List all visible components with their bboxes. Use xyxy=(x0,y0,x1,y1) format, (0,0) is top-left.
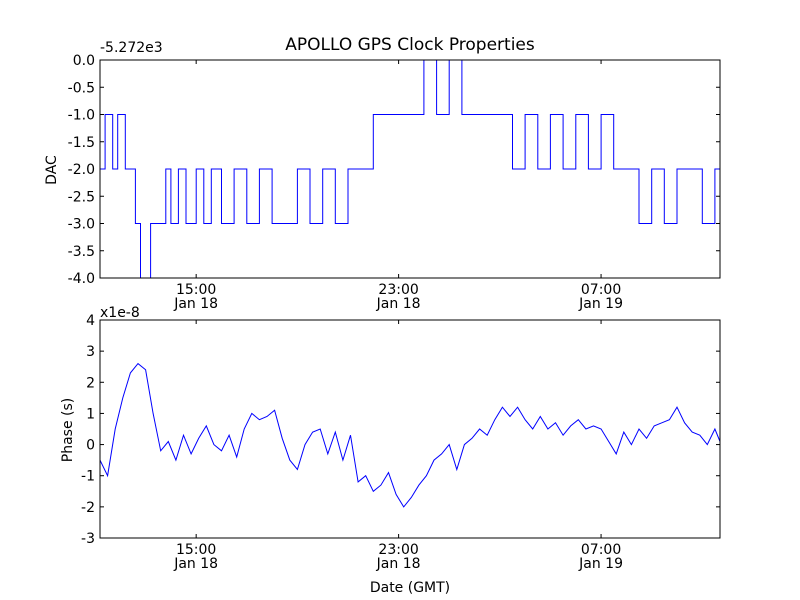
dac-offset-text: -5.272e3 xyxy=(100,40,163,56)
dac-panel: -5.272e3 DAC 0.0 -0.5 -1.0 -1.5 -2.0 -2.5 -3.0… xyxy=(44,40,721,312)
dac-y-tick-label: -1.0 xyxy=(68,108,95,124)
dac-y-tick-label: -2.0 xyxy=(68,162,95,178)
phase-plot-frame xyxy=(99,319,721,539)
dac-y-tick-label: -3.0 xyxy=(68,217,95,233)
phase-x-tick-time: 15:00 xyxy=(176,542,216,558)
phase-y-tick-label: -3 xyxy=(81,531,95,547)
phase-series-line xyxy=(99,362,721,508)
phase-x-tick-date: Jan 18 xyxy=(173,556,218,572)
phase-y-axis-label: Phase (s) xyxy=(60,398,76,462)
dac-series-line xyxy=(100,59,720,279)
dac-y-tick-label: 0.0 xyxy=(73,53,95,69)
chart-title: APOLLO GPS Clock Properties xyxy=(285,35,535,55)
dac-x-tick-date: Jan 19 xyxy=(578,296,623,312)
dac-y-axis-label: DAC xyxy=(44,155,60,185)
phase-y-tick-label: -1 xyxy=(81,469,95,485)
phase-y-tick-label: 3 xyxy=(86,344,95,360)
dac-y-tick-label: -3.5 xyxy=(68,244,95,260)
phase-x-tick-time: 07:00 xyxy=(581,542,621,558)
dac-y-tick-label: -0.5 xyxy=(68,80,95,96)
phase-y-tick-label: -2 xyxy=(81,500,95,516)
phase-x-tick-date: Jan 18 xyxy=(376,556,421,572)
dac-y-tick-label: -1.5 xyxy=(68,135,95,151)
dac-x-tick-time: 15:00 xyxy=(176,282,216,298)
x-axis-label: Date (GMT) xyxy=(370,580,450,596)
phase-offset-text: x1e-8 xyxy=(100,305,140,321)
dac-x-tick-time: 23:00 xyxy=(378,282,418,298)
phase-y-tick-label: 4 xyxy=(86,313,95,329)
dac-x-tick-time: 07:00 xyxy=(581,282,621,298)
dac-plot-frame xyxy=(99,59,721,279)
dac-y-tick-label: -4.0 xyxy=(68,271,95,287)
phase-x-tick-date: Jan 19 xyxy=(578,556,623,572)
phase-y-tick-label: 0 xyxy=(86,438,95,454)
dac-x-tick-date: Jan 18 xyxy=(376,296,421,312)
dac-y-tick-label: -2.5 xyxy=(68,189,95,205)
phase-x-tick-time: 23:00 xyxy=(378,542,418,558)
dac-x-tick-date: Jan 18 xyxy=(173,296,218,312)
phase-y-tick-label: 1 xyxy=(86,406,95,422)
phase-y-tick-label: 2 xyxy=(86,375,95,391)
